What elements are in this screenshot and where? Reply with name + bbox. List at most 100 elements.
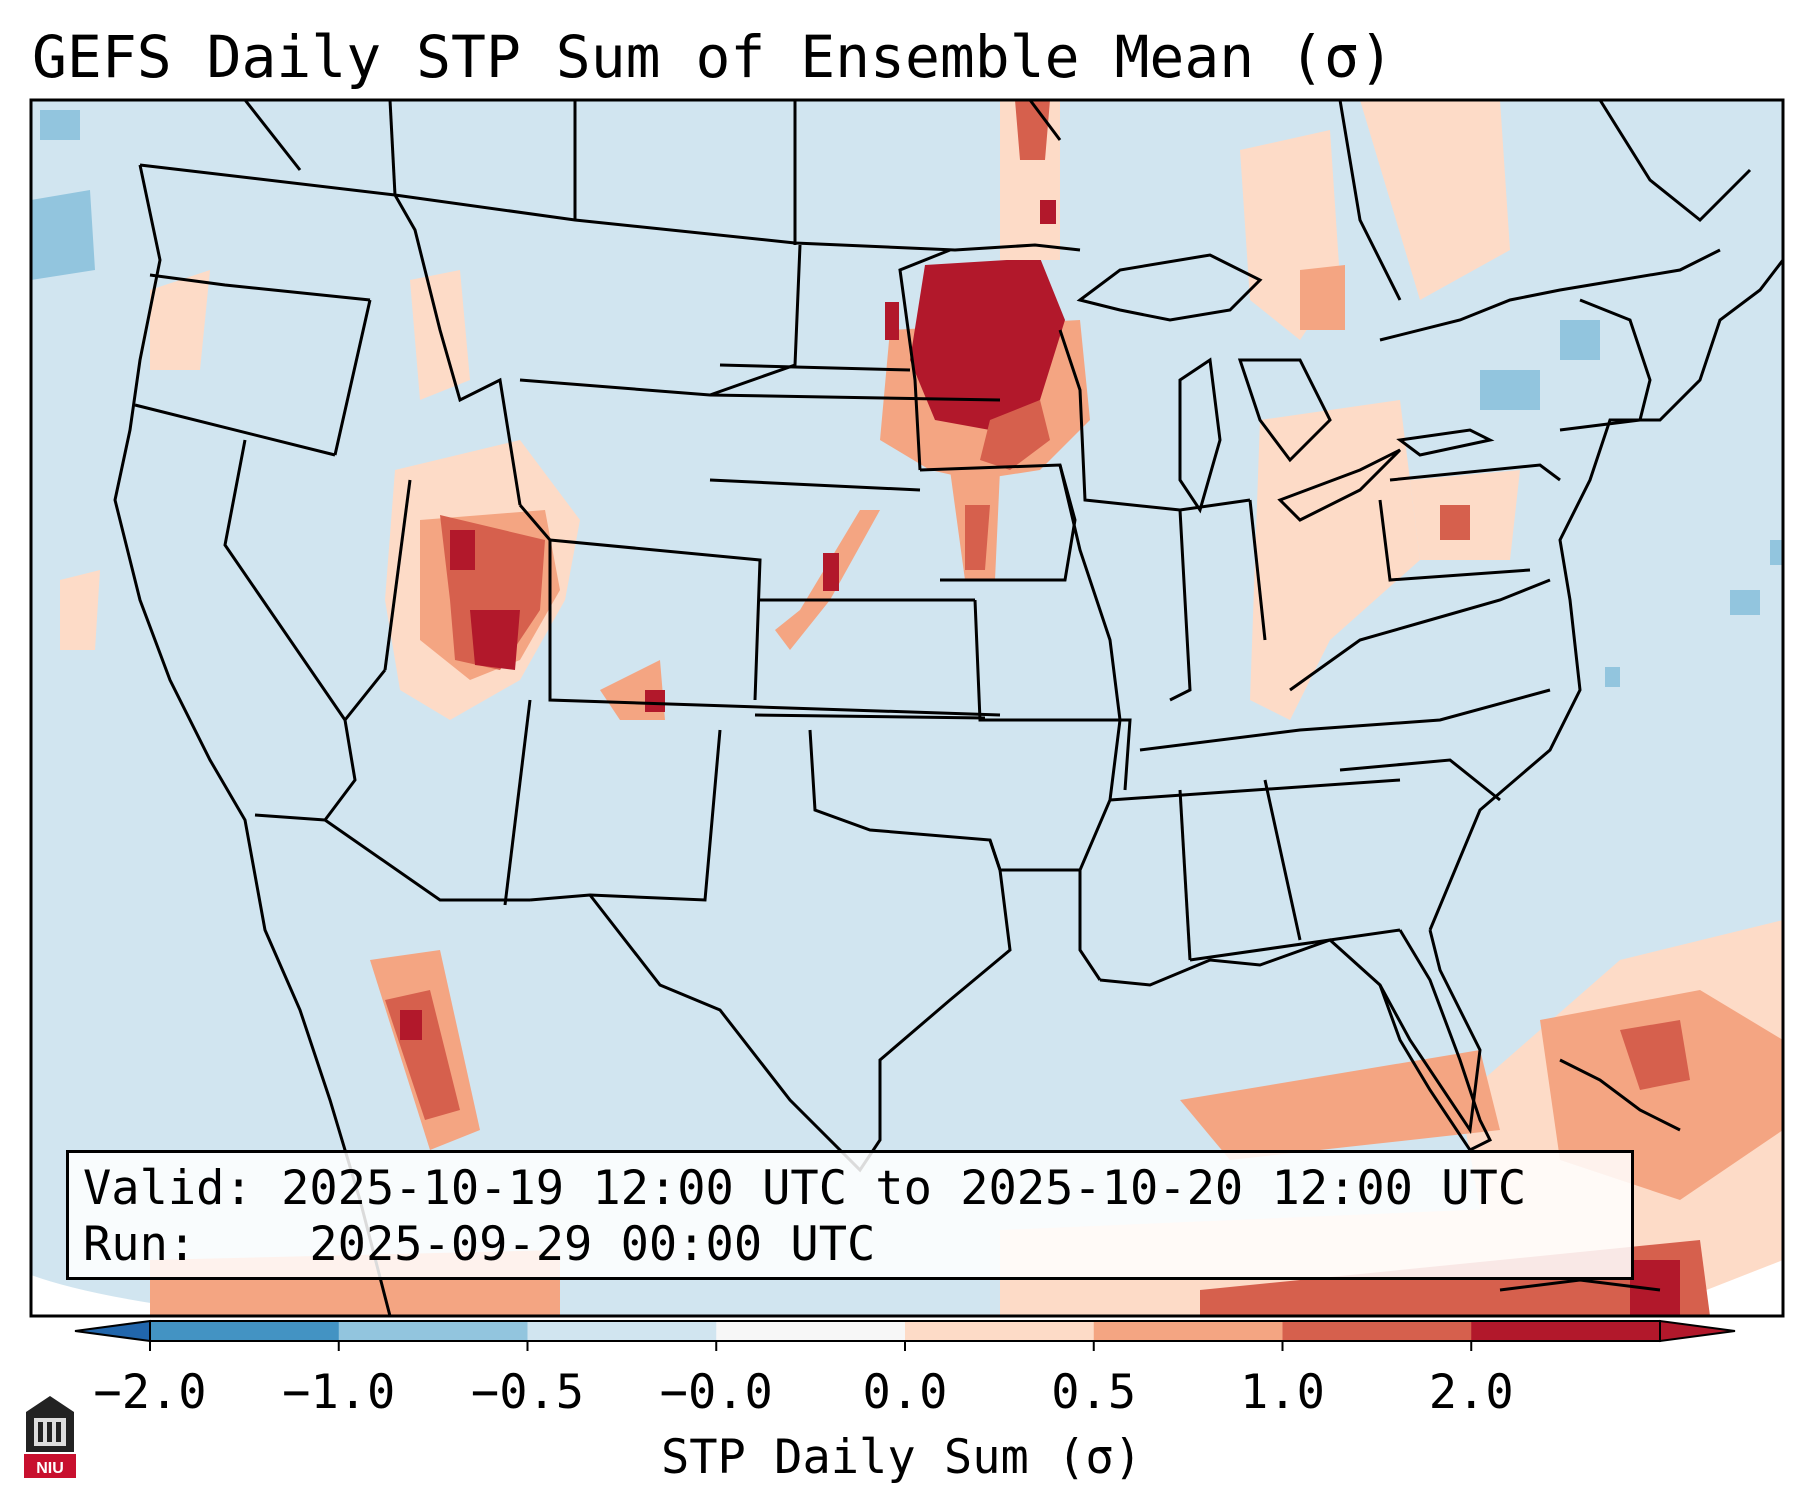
- stp-region-mn-core: [910, 258, 1065, 430]
- stp-region-or: [150, 270, 210, 370]
- wa-or-border: [149, 273, 371, 302]
- colorbar-extend-low: [74, 1319, 151, 1343]
- wi-mi: [1058, 329, 1251, 512]
- east-coastline: [1428, 259, 1783, 931]
- nv-ut: [383, 479, 412, 671]
- stp-region-ia-dark: [965, 505, 990, 570]
- pacific-coastline: [113, 164, 392, 1316]
- colorbar-tick-label: 2.0: [1428, 1365, 1514, 1420]
- projection-domain: [31, 100, 1783, 1316]
- florida: [1378, 929, 1493, 1152]
- stp-cell: [1605, 667, 1620, 687]
- lake-superior: [1076, 253, 1263, 322]
- va-north: [1289, 578, 1551, 692]
- stp-cell: [450, 530, 475, 570]
- nv-ca-diagonal: [223, 439, 347, 721]
- colorbar-tick-label: 0.0: [862, 1365, 948, 1420]
- bahamas: [1559, 1058, 1681, 1132]
- ca-mexico: [254, 813, 326, 822]
- stp-region-atlantic-mid: [1540, 990, 1783, 1200]
- state-boundaries: [113, 100, 1783, 1316]
- idaho-east: [393, 194, 522, 506]
- valid-label: Valid:: [83, 1161, 253, 1216]
- az-nm: [503, 699, 532, 906]
- ga-fl: [1189, 928, 1401, 962]
- lake-ontario: [1396, 428, 1495, 457]
- stp-cell: [1730, 590, 1760, 615]
- on-qc: [1338, 100, 1402, 301]
- tn-south: [1109, 778, 1401, 802]
- stp-region-ontario-mid: [1300, 265, 1345, 330]
- hudson-bay-coast: [1028, 100, 1062, 141]
- colorbar-label: STP Daily Sum (σ): [660, 1430, 1143, 1485]
- us-canada-border-east: [1379, 248, 1721, 342]
- stp-cell: [645, 690, 665, 712]
- stp-region-north-dark: [1015, 100, 1050, 160]
- sc-nc: [1339, 758, 1501, 802]
- colorbar-extend-high: [1659, 1319, 1736, 1343]
- stp-cell: [1440, 505, 1470, 540]
- colorbar-tick-label: −2.0: [93, 1365, 207, 1420]
- info-box: Valid: 2025-10-19 12:00 UTC to 2025-10-2…: [66, 1150, 1634, 1280]
- stp-cell: [1040, 200, 1056, 224]
- colorbar-tick-label: −1.0: [282, 1365, 396, 1420]
- al-ga: [1263, 779, 1302, 941]
- lake-huron: [1237, 358, 1332, 463]
- colorbar-tick-label: −0.0: [659, 1365, 773, 1420]
- colorbar-segment: [1093, 1321, 1283, 1341]
- colorbar: [74, 1319, 1736, 1351]
- cuba: [1499, 1278, 1661, 1292]
- run-time: 2025-09-29 00:00 UTC: [309, 1217, 876, 1272]
- ia-mo: [919, 463, 1077, 582]
- colorbar-tick-label: 1.0: [1240, 1365, 1325, 1420]
- stp-cell: [40, 110, 80, 140]
- ar-la: [988, 839, 1080, 872]
- az-mexico: [324, 818, 530, 902]
- wy-co-ne: [549, 538, 762, 701]
- stp-region-neg-pacific: [31, 190, 95, 280]
- map-title: GEFS Daily STP Sum of Ensemble Mean (σ): [32, 23, 1394, 91]
- stp-region-gulf-band: [1180, 1050, 1500, 1160]
- mississippi-river: [1058, 464, 1122, 981]
- colorbar-tick-label: 0.5: [1051, 1365, 1137, 1420]
- mo-ar: [973, 599, 1132, 791]
- stp-region-quebec: [1360, 100, 1510, 300]
- stp-cell: [823, 553, 839, 591]
- colorbar-segment: [338, 1321, 528, 1341]
- ut-wy-co: [518, 504, 1001, 717]
- in-oh: [1248, 499, 1267, 641]
- ne-sd: [709, 478, 921, 492]
- colorbar-segment: [905, 1321, 1095, 1341]
- stp-region-atlantic-dark: [1620, 1020, 1690, 1090]
- stp-cell: [1560, 320, 1600, 360]
- lake-michigan: [1178, 357, 1222, 514]
- stp-region-mn-mid: [980, 400, 1050, 470]
- colorbar-segment: [716, 1321, 906, 1341]
- stp-region-ohio-valley: [1250, 400, 1420, 720]
- logo-text: NIU: [36, 1460, 64, 1477]
- stp-region-ut-core: [470, 610, 520, 670]
- ab-sk: [388, 100, 397, 196]
- stp-region-ca: [60, 570, 100, 650]
- stp-cell: [400, 1010, 422, 1040]
- bc-ab: [243, 100, 302, 171]
- map-frame: [29, 98, 1785, 1318]
- new-england: [1559, 298, 1652, 432]
- oh-pa: [1378, 499, 1531, 582]
- colorbar-segment: [1471, 1321, 1661, 1341]
- stp-cell: [885, 302, 899, 340]
- nd-mt: [709, 244, 802, 397]
- ny-pa: [1389, 463, 1561, 482]
- id-west: [333, 299, 372, 456]
- colorbar-tick-label: −0.5: [470, 1365, 585, 1420]
- colorbar-segment: [150, 1321, 340, 1341]
- niu-logo: NIU: [24, 1396, 76, 1478]
- labrador-coast: [1598, 100, 1752, 223]
- colorbar-segment: [527, 1321, 717, 1341]
- az-ca-river: [323, 669, 387, 821]
- il-in-oh: [1169, 509, 1192, 702]
- stp-cell: [1770, 540, 1783, 565]
- nm-tx: [529, 729, 722, 902]
- nd-east: [898, 248, 951, 471]
